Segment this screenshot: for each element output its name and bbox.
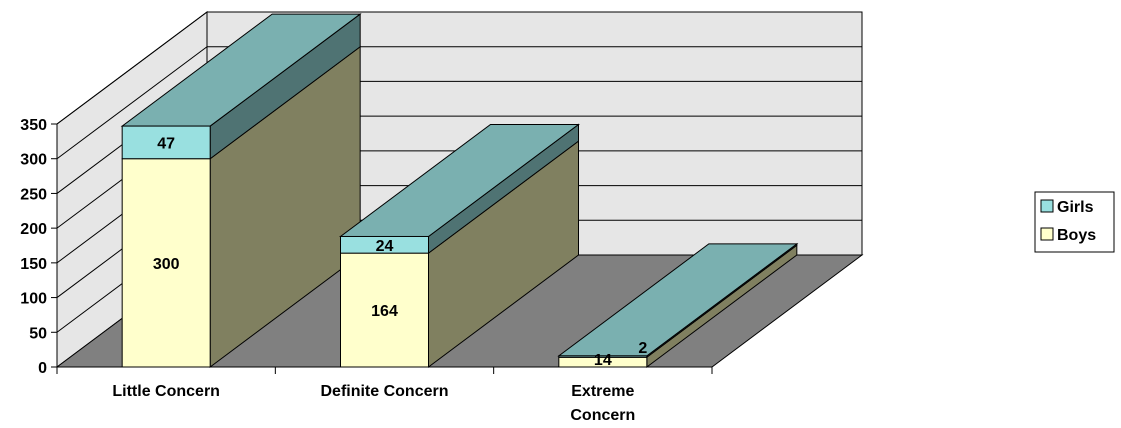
category-label: Definite Concern xyxy=(320,383,448,400)
bar-front-girls xyxy=(558,355,648,358)
data-label-girls: 47 xyxy=(157,135,175,152)
y-tick-label: 100 xyxy=(20,291,47,308)
legend-swatch-boys xyxy=(1040,227,1054,241)
y-tick-label: 200 xyxy=(20,221,47,238)
y-tick-label: 350 xyxy=(20,117,47,134)
data-label-girls: 24 xyxy=(376,238,394,255)
legend-label-girls: Girls xyxy=(1057,199,1094,216)
gridline-side xyxy=(56,11,208,125)
y-tick-label: 250 xyxy=(20,186,47,203)
bar-group: 14 2 xyxy=(557,242,799,369)
bar-group: 300 47 xyxy=(120,13,362,368)
legend-label-boys: Boys xyxy=(1057,227,1096,244)
category-label: Little Concern xyxy=(112,383,220,400)
bar-front-boys xyxy=(121,158,211,368)
y-tick-label: 0 xyxy=(38,360,47,377)
legend-swatch-girls xyxy=(1040,199,1054,213)
bar-group: 164 24 xyxy=(338,123,581,368)
bar-front-girls xyxy=(340,235,429,254)
data-label-boys: 300 xyxy=(153,256,180,273)
category-label: Extreme Concern xyxy=(570,383,635,424)
data-label-boys: 164 xyxy=(371,303,398,320)
x-axis: Little Concern Definite Concern Extreme Con… xyxy=(56,366,713,424)
y-tick-label: 150 xyxy=(20,256,47,273)
bars: 300 47 164 24 14 2 xyxy=(120,13,799,369)
y-tick-label: 50 xyxy=(29,325,47,342)
gridline-side xyxy=(56,46,208,160)
bar-front-boys xyxy=(340,252,429,368)
data-label-boys: 14 xyxy=(594,352,612,369)
legend: Girls Boys xyxy=(1034,191,1115,253)
y-tick-label: 300 xyxy=(20,152,47,169)
data-label-girls: 2 xyxy=(638,340,647,357)
bar-front-girls xyxy=(121,125,211,160)
y-axis: 0 50 100 150 200 250 300 350 xyxy=(20,117,58,377)
